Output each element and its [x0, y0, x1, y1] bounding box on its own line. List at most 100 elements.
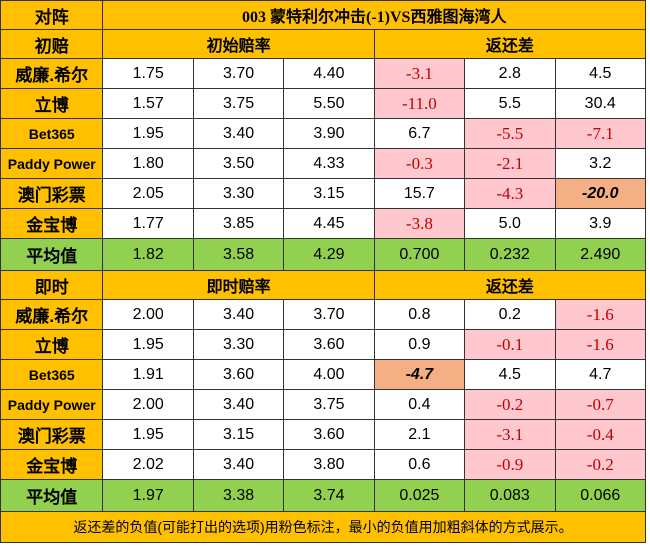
live-return-header: 返还差 — [373, 270, 647, 300]
odds-draw: 3.50 — [192, 148, 285, 179]
average-odds-away: 3.74 — [283, 479, 375, 512]
return-diff-away: 30.4 — [554, 88, 646, 119]
odds-home: 1.91 — [102, 359, 194, 390]
odds-home: 1.57 — [102, 88, 194, 119]
table-row: 澳门彩票 2.05 3.30 3.15 15.7 -4.3 -20.0 — [0, 178, 646, 209]
odds-home: 1.80 — [102, 148, 194, 179]
table-row: Bet365 1.91 3.60 4.00 -4.7 4.5 4.7 — [0, 359, 646, 390]
return-diff-home-minimum: -4.7 — [373, 359, 466, 390]
table-row: 立博 1.95 3.30 3.60 0.9 -0.1 -1.6 — [0, 329, 646, 360]
odds-away: 3.60 — [283, 419, 375, 450]
bookmaker-name: Bet365 — [0, 359, 104, 390]
return-diff-home: -11.0 — [373, 88, 466, 119]
table-row: 威廉.希尔 1.75 3.70 4.40 -3.1 2.8 4.5 — [0, 58, 646, 89]
bookmaker-name: Paddy Power — [0, 148, 104, 179]
return-diff-home: 15.7 — [373, 178, 466, 209]
bookmaker-name: 立博 — [0, 329, 104, 360]
odds-away: 4.33 — [283, 148, 375, 179]
return-diff-away-minimum: -20.0 — [554, 178, 646, 209]
bookmaker-name: 立博 — [0, 88, 104, 119]
return-diff-draw: -3.1 — [464, 419, 556, 450]
return-diff-draw: 4.5 — [464, 359, 556, 390]
average-row: 平均值 1.82 3.58 4.29 0.700 0.232 2.490 — [0, 238, 646, 271]
odds-home: 1.95 — [102, 419, 194, 450]
live-odds-header: 即时赔率 — [102, 270, 375, 300]
return-diff-away: 4.7 — [554, 359, 646, 390]
table-row: 澳门彩票 1.95 3.15 3.60 2.1 -3.1 -0.4 — [0, 419, 646, 450]
bookmaker-name: Paddy Power — [0, 389, 104, 420]
footnote-row: 返还差的负值(可能打出的选项)用粉色标注，最小的负值用加粗斜体的方式展示。 — [0, 511, 646, 543]
footnote: 返还差的负值(可能打出的选项)用粉色标注，最小的负值用加粗斜体的方式展示。 — [0, 511, 646, 543]
odds-draw: 3.30 — [192, 178, 285, 209]
table-row: 立博 1.57 3.75 5.50 -11.0 5.5 30.4 — [0, 88, 646, 119]
bookmaker-name: 金宝博 — [0, 449, 104, 480]
return-diff-draw: -5.5 — [464, 118, 556, 149]
odds-home: 1.95 — [102, 329, 194, 360]
return-diff-away: -0.7 — [554, 389, 646, 420]
initial-odds-header: 初始赔率 — [102, 29, 375, 59]
average-diff-away: 0.066 — [554, 479, 646, 512]
odds-away: 3.60 — [283, 329, 375, 360]
return-diff-home: -0.3 — [373, 148, 466, 179]
return-diff-draw: -4.3 — [464, 178, 556, 209]
live-section-header: 即时 即时赔率 返还差 — [0, 270, 647, 300]
average-odds-home: 1.97 — [102, 479, 194, 512]
average-label: 平均值 — [0, 479, 104, 512]
return-diff-away: -0.4 — [554, 419, 646, 450]
odds-away: 4.40 — [283, 58, 375, 89]
average-diff-home: 0.025 — [373, 479, 466, 512]
return-diff-away: -7.1 — [554, 118, 646, 149]
return-diff-home: 0.8 — [373, 299, 466, 330]
odds-away: 5.50 — [283, 88, 375, 119]
return-diff-draw: -0.2 — [464, 389, 556, 420]
return-diff-draw: 5.0 — [464, 208, 556, 239]
average-diff-home: 0.700 — [373, 238, 466, 271]
bookmaker-name: 金宝博 — [0, 208, 104, 239]
odds-draw: 3.40 — [192, 299, 285, 330]
initial-return-header: 返还差 — [373, 29, 647, 59]
odds-home: 1.75 — [102, 58, 194, 89]
bookmaker-name: 澳门彩票 — [0, 178, 104, 209]
return-diff-away: -1.6 — [554, 299, 646, 330]
bookmaker-name: 威廉.希尔 — [0, 299, 104, 330]
return-diff-away: 3.9 — [554, 208, 646, 239]
odds-away: 3.90 — [283, 118, 375, 149]
odds-draw: 3.40 — [192, 389, 285, 420]
odds-draw: 3.40 — [192, 449, 285, 480]
average-diff-draw: 0.232 — [464, 238, 556, 271]
odds-draw: 3.30 — [192, 329, 285, 360]
return-diff-draw: -2.1 — [464, 148, 556, 179]
odds-draw: 3.40 — [192, 118, 285, 149]
return-diff-home: -3.1 — [373, 58, 466, 89]
live-section-label: 即时 — [0, 270, 104, 300]
bookmaker-name: 澳门彩票 — [0, 419, 104, 450]
odds-draw: 3.70 — [192, 58, 285, 89]
return-diff-draw: 0.2 — [464, 299, 556, 330]
odds-draw: 3.75 — [192, 88, 285, 119]
table-row: 威廉.希尔 2.00 3.40 3.70 0.8 0.2 -1.6 — [0, 299, 646, 330]
odds-away: 3.75 — [283, 389, 375, 420]
return-diff-away: -1.6 — [554, 329, 646, 360]
table-row: Paddy Power 1.80 3.50 4.33 -0.3 -2.1 3.2 — [0, 148, 646, 179]
odds-home: 1.95 — [102, 118, 194, 149]
bookmaker-name: Bet365 — [0, 118, 104, 149]
return-diff-away: 3.2 — [554, 148, 646, 179]
table-row: 金宝博 1.77 3.85 4.45 -3.8 5.0 3.9 — [0, 208, 646, 239]
initial-section-header: 初赔 初始赔率 返还差 — [0, 29, 647, 59]
return-diff-home: 2.1 — [373, 419, 466, 450]
return-diff-home: 0.9 — [373, 329, 466, 360]
odds-draw: 3.60 — [192, 359, 285, 390]
average-odds-draw: 3.38 — [192, 479, 285, 512]
bookmaker-name: 威廉.希尔 — [0, 58, 104, 89]
average-odds-away: 4.29 — [283, 238, 375, 271]
table-row: 金宝博 2.02 3.40 3.80 0.6 -0.9 -0.2 — [0, 449, 646, 480]
return-diff-home: -3.8 — [373, 208, 466, 239]
return-diff-draw: -0.1 — [464, 329, 556, 360]
return-diff-away: 4.5 — [554, 58, 646, 89]
average-odds-draw: 3.58 — [192, 238, 285, 271]
odds-away: 3.80 — [283, 449, 375, 480]
odds-away: 3.15 — [283, 178, 375, 209]
return-diff-draw: 5.5 — [464, 88, 556, 119]
average-odds-home: 1.82 — [102, 238, 194, 271]
